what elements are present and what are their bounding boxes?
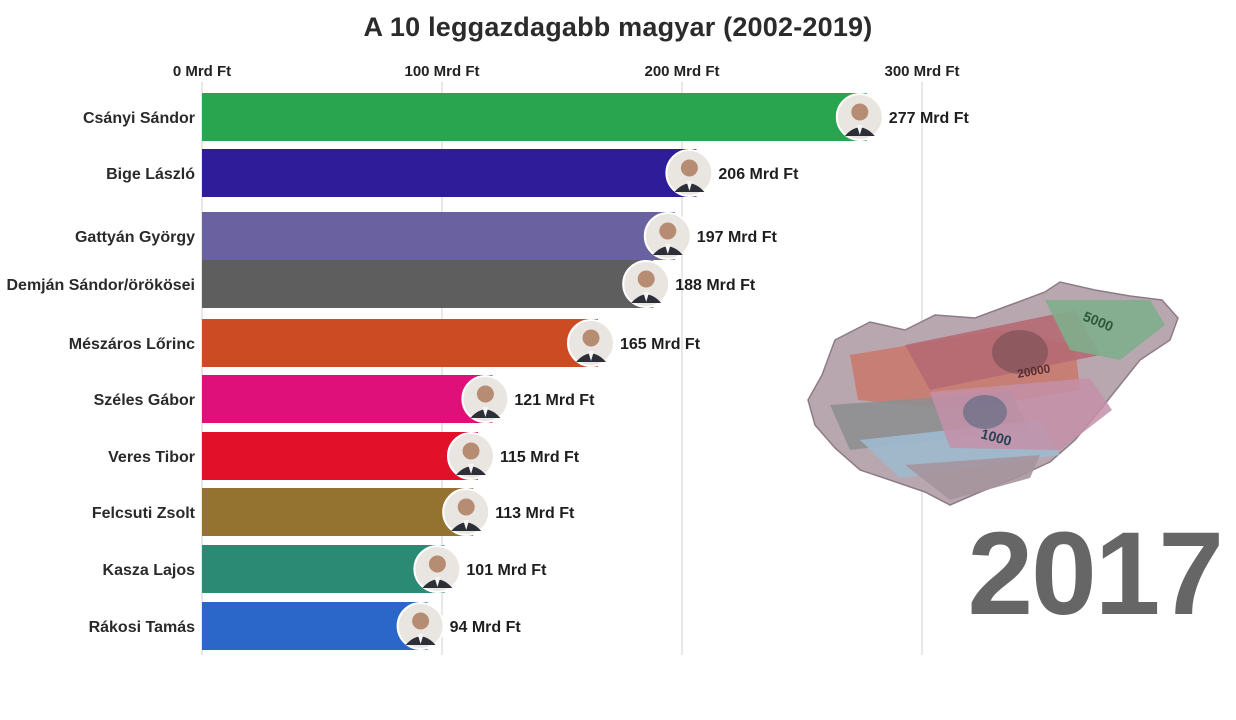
category-label: Veres Tibor: [108, 449, 195, 466]
portrait-photo-icon: [442, 488, 491, 536]
bar: [202, 432, 478, 480]
x-tick-label: 100 Mrd Ft: [404, 63, 479, 80]
svg-text:1000: 1000: [979, 425, 1013, 449]
value-label: 277 Mrd Ft: [889, 110, 970, 127]
bar: [202, 93, 867, 141]
bar-group: Veres Tibor 115 Mrd Ft: [108, 432, 580, 480]
bar-group: Mészáros Lőrinc 165 Mrd Ft: [69, 319, 701, 367]
category-label: Felcsuti Zsolt: [92, 505, 196, 522]
portrait-photo-icon: [643, 212, 692, 260]
bar-group: Széles Gábor 121 Mrd Ft: [94, 375, 595, 423]
hungary-money-map-icon: 5000 1000 20000: [807, 281, 1179, 506]
bar-group: Rákosi Tamás 94 Mrd Ft: [89, 602, 522, 650]
bar: [202, 149, 697, 197]
category-label: Kasza Lajos: [103, 562, 196, 579]
category-label: Széles Gábor: [94, 392, 195, 409]
portrait-photo-icon: [567, 319, 615, 367]
portrait-photo-icon: [665, 149, 714, 197]
bar-group: Bige László 206 Mrd Ft: [106, 149, 799, 197]
bar: [202, 488, 474, 536]
bars: Csányi Sándor 277 Mrd Ft Bige László 206 Mr…: [7, 93, 970, 650]
value-label: 94 Mrd Ft: [450, 619, 522, 636]
value-label: 101 Mrd Ft: [466, 562, 547, 579]
bar-group: Demján Sándor/örökösei 188 Mrd Ft: [7, 260, 756, 308]
bar: [202, 602, 428, 650]
bar-group: Gattyán György 197 Mrd Ft: [75, 212, 778, 260]
category-label: Mészáros Lőrinc: [69, 336, 195, 353]
portrait-photo-icon: [461, 375, 510, 423]
portrait-photo-icon: [413, 545, 462, 593]
category-label: Bige László: [106, 166, 195, 183]
bar-group: Felcsuti Zsolt 113 Mrd Ft: [92, 488, 575, 536]
portrait-photo-icon: [835, 93, 884, 141]
x-axis-ticks: 0 Mrd Ft 100 Mrd Ft 200 Mrd Ft 300 Mrd Ft: [173, 63, 960, 80]
bar-group: Csányi Sándor 277 Mrd Ft: [83, 93, 970, 141]
category-label: Rákosi Tamás: [89, 619, 196, 636]
value-label: 113 Mrd Ft: [495, 505, 575, 522]
portrait-photo-icon: [396, 602, 445, 650]
svg-text:20000: 20000: [1016, 361, 1052, 381]
value-label: 121 Mrd Ft: [514, 392, 595, 409]
bar: [202, 545, 445, 593]
category-label: Demján Sándor/örökösei: [7, 277, 196, 294]
category-label: Gattyán György: [75, 229, 195, 246]
value-label: 165 Mrd Ft: [620, 336, 701, 353]
portrait-photo-icon: [622, 260, 671, 308]
value-label: 197 Mrd Ft: [697, 229, 778, 246]
value-label: 188 Mrd Ft: [675, 277, 756, 294]
x-tick-label: 300 Mrd Ft: [884, 63, 959, 80]
value-label: 115 Mrd Ft: [500, 449, 580, 466]
year-label: 2017: [967, 508, 1224, 640]
value-label: 206 Mrd Ft: [718, 166, 799, 183]
chart-title: A 10 leggazdagabb magyar (2002-2019): [363, 12, 873, 42]
x-tick-label: 0 Mrd Ft: [173, 63, 231, 80]
x-tick-label: 200 Mrd Ft: [644, 63, 719, 80]
portrait-photo-icon: [447, 432, 495, 480]
bar: [202, 375, 493, 423]
bar: [202, 319, 598, 367]
bar: [202, 260, 654, 308]
bar: [202, 212, 675, 260]
bar-group: Kasza Lajos 101 Mrd Ft: [103, 545, 547, 593]
category-label: Csányi Sándor: [83, 110, 195, 127]
